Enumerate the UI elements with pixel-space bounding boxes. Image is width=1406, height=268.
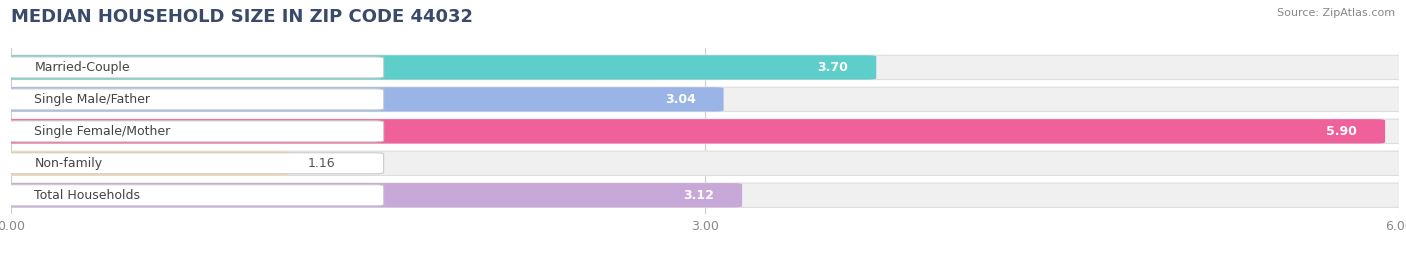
FancyBboxPatch shape [1,151,1406,176]
FancyBboxPatch shape [1,55,1406,80]
Text: Non-family: Non-family [34,157,103,170]
Text: 1.16: 1.16 [308,157,335,170]
FancyBboxPatch shape [7,89,384,110]
Text: Married-Couple: Married-Couple [34,61,129,74]
FancyBboxPatch shape [1,87,1406,111]
Text: 3.04: 3.04 [665,93,696,106]
Text: Single Male/Father: Single Male/Father [34,93,150,106]
FancyBboxPatch shape [1,87,724,111]
FancyBboxPatch shape [7,57,384,78]
Text: 5.90: 5.90 [1326,125,1357,138]
FancyBboxPatch shape [7,185,384,206]
FancyBboxPatch shape [1,55,876,80]
Text: Source: ZipAtlas.com: Source: ZipAtlas.com [1277,8,1395,18]
FancyBboxPatch shape [1,119,1406,143]
Text: Single Female/Mother: Single Female/Mother [34,125,170,138]
FancyBboxPatch shape [7,153,384,174]
FancyBboxPatch shape [1,183,1406,207]
FancyBboxPatch shape [1,183,742,207]
Text: Total Households: Total Households [34,189,141,202]
FancyBboxPatch shape [1,119,1385,143]
Text: MEDIAN HOUSEHOLD SIZE IN ZIP CODE 44032: MEDIAN HOUSEHOLD SIZE IN ZIP CODE 44032 [11,8,474,26]
Text: 3.12: 3.12 [683,189,714,202]
FancyBboxPatch shape [7,121,384,142]
Text: 3.70: 3.70 [818,61,848,74]
FancyBboxPatch shape [1,151,288,176]
